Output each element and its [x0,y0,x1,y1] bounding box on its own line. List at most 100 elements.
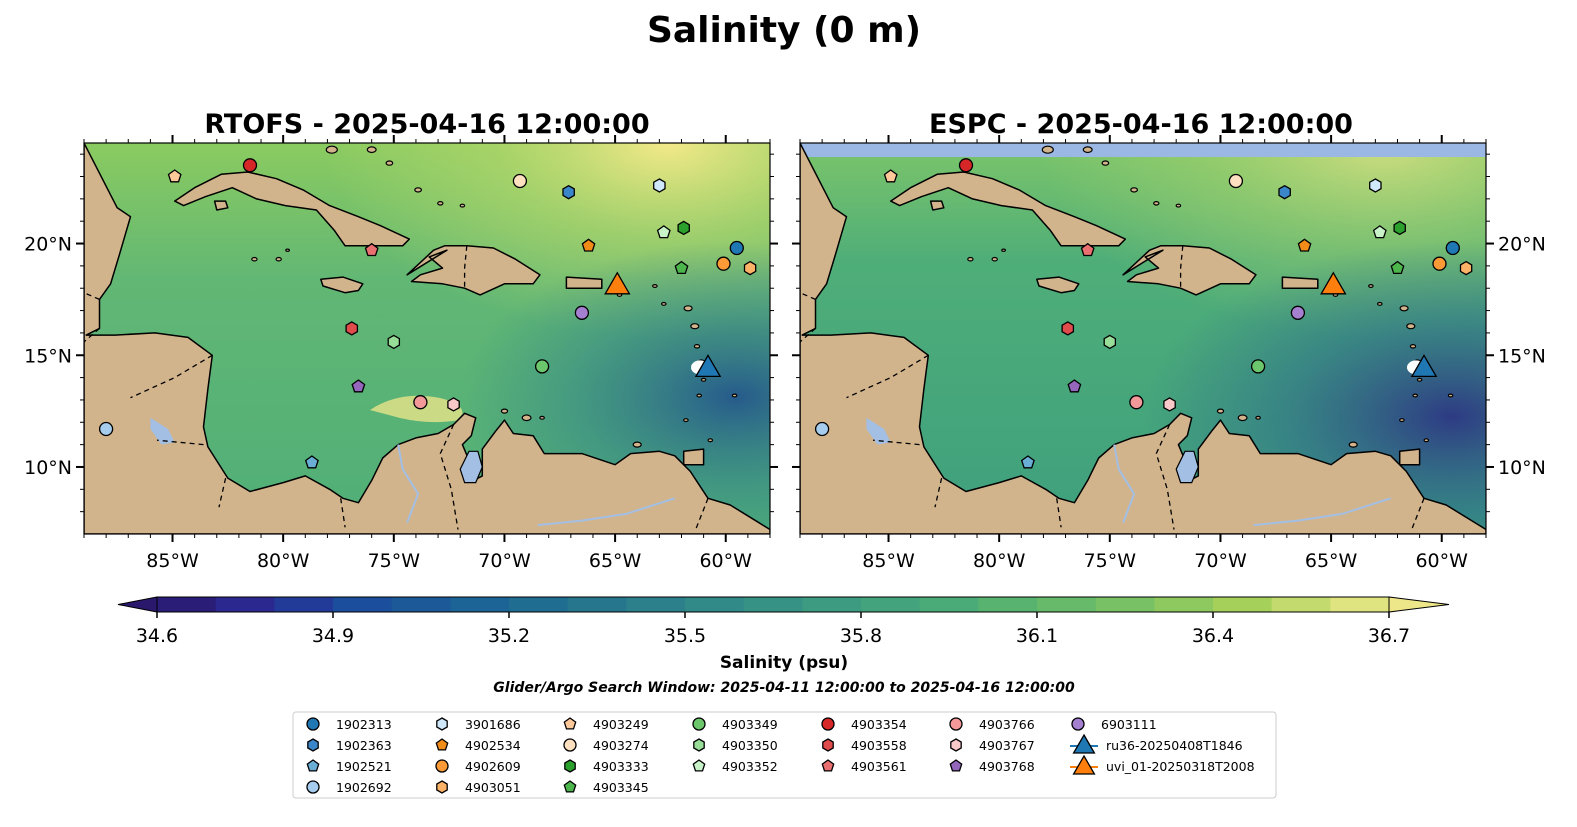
argo-float-marker [1372,225,1387,239]
legend-entry: 1902313 [336,717,392,732]
land-islet [1399,418,1405,423]
land-layer [84,143,770,534]
legend-labels: 1902313 1902363 1902521 1902692 3901686 … [336,717,1255,795]
lon-tick-label: 70°W [1194,550,1247,572]
search-window-note: Glider/Argo Search Window: 2025-04-11 12… [493,680,1075,696]
figure-title: Salinity (0 m) [647,10,921,51]
land-islet [521,414,532,422]
land-islet [1377,301,1383,306]
land-islet [275,256,282,262]
colorbar-segment [1154,597,1214,612]
colorbar-segment [802,597,862,612]
legend-entry: 4903352 [722,759,778,774]
land-islet [1082,146,1093,154]
argo-float-marker [534,359,550,374]
argo-float-marker [743,260,757,276]
lon-tick-label: 85°W [146,550,199,572]
axis-ticks [792,135,1494,542]
land-islet [652,284,658,289]
legend-marker [563,717,577,730]
country-border [846,354,929,399]
lat-labels: 20°N 15°N 10°N [24,234,72,480]
argo-float-marker [413,395,428,410]
land-trinidad [1398,448,1421,466]
colorbar-segment [1330,597,1390,612]
legend-entry: 4903333 [593,759,649,774]
country-border [340,498,346,528]
legend-markers [306,717,1098,794]
land-islet [696,393,703,398]
legend-marker [692,759,706,772]
lon-tick-label: 75°W [1084,550,1137,572]
legend-marker [306,717,320,731]
argo-float-marker [1061,321,1075,336]
legend-marker [821,759,835,772]
lon-tick-label: 65°W [589,550,642,572]
country-border [156,439,204,446]
legend-marker [307,738,319,752]
colorbar-segment [274,597,334,612]
axis-ticks [76,135,778,542]
land-islet [1423,438,1430,443]
lat-tick-label: 10°N [1498,457,1546,479]
argo-float-marker [1393,220,1406,236]
argo-float-marker [1459,260,1473,276]
land-islet [683,418,689,423]
legend-entry: 3901686 [465,717,521,732]
legend-entry: 4902609 [465,759,521,774]
legend-entry: 4903558 [851,738,907,753]
map-panel-espc: ESPC - 2025-04-16 12:00:00 85°W 80°W 75°… [792,109,1546,572]
land-puerto-rico [1281,276,1319,289]
land-islet [1368,284,1374,289]
country-border [800,292,816,300]
argo-float-marker [656,225,671,239]
colorbar-tick-label: 35.2 [488,625,530,647]
country-border [1056,498,1062,528]
legend-marker [436,780,448,794]
legend-marker [821,717,835,731]
panel-title-rtofs: RTOFS - 2025-04-16 12:00:00 [204,109,649,140]
legend-marker [563,780,577,793]
colorbar-segment [215,597,275,612]
legend-entry: 1902521 [336,759,392,774]
land-jamaica [320,276,364,294]
colorbar-tick-label: 36.1 [1016,625,1058,647]
colorbar-tick-label: 34.6 [136,625,178,647]
legend-marker [436,717,448,731]
legend-entry: 6903111 [1101,717,1157,732]
lat-tick-label: 20°N [24,234,72,256]
map-panel-rtofs: RTOFS - 2025-04-16 12:00:00 85°W 80°W 75… [24,109,778,572]
legend-entry: 1902692 [336,780,392,795]
argo-float-marker [883,169,898,183]
country-border [84,327,100,343]
legend-entry: 4903767 [979,738,1035,753]
country-border [800,327,816,343]
colorbar-tick-label: 36.7 [1368,625,1410,647]
legend-entry: 4903766 [979,717,1035,732]
colorbar-segment [1213,597,1273,612]
colorbar: 34.6 34.9 35.2 35.5 35.8 36.1 36.4 36.7 … [117,596,1450,696]
colorbar-segment [978,597,1038,612]
colorbar-segment [391,597,451,612]
argo-float-marker [562,184,575,200]
land-islet [731,393,738,398]
land-islet [414,187,423,193]
lon-tick-label: 80°W [973,550,1026,572]
land-islet [366,146,377,154]
colorbar-segment [861,597,921,612]
argo-float-marker [1228,173,1244,189]
legend-entry: 4903768 [979,759,1035,774]
legend-entry: 4902534 [465,738,521,753]
river-orinoco [1253,497,1392,527]
colorbar-extend-low [117,596,158,613]
lon-tick-label: 65°W [1305,550,1358,572]
argo-float-marker [1103,334,1117,350]
colorbar-segment [685,597,745,612]
land-islet [325,145,338,154]
land-islet [707,438,714,443]
colorbar-tick-label: 35.8 [840,625,882,647]
land-cuba [173,171,411,247]
glider-marker [1410,354,1438,378]
marker-layer [98,158,757,469]
